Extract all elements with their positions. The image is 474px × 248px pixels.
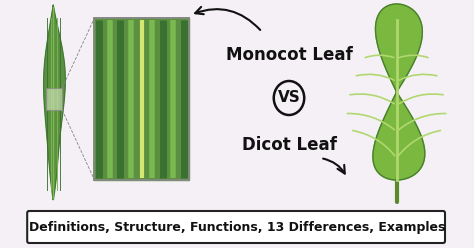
Text: Definitions, Structure, Functions, 13 Differences, Examples: Definitions, Structure, Functions, 13 Di… <box>29 221 445 235</box>
Bar <box>94 18 189 180</box>
Bar <box>94 18 189 180</box>
Polygon shape <box>94 18 189 180</box>
Text: Dicot Leaf: Dicot Leaf <box>242 136 337 154</box>
Bar <box>46 88 62 110</box>
Text: Monocot Leaf: Monocot Leaf <box>226 46 352 64</box>
Polygon shape <box>373 4 425 180</box>
FancyArrowPatch shape <box>195 7 260 30</box>
Polygon shape <box>44 5 65 200</box>
Text: VS: VS <box>278 91 301 105</box>
FancyBboxPatch shape <box>27 211 445 243</box>
FancyArrowPatch shape <box>323 158 345 174</box>
